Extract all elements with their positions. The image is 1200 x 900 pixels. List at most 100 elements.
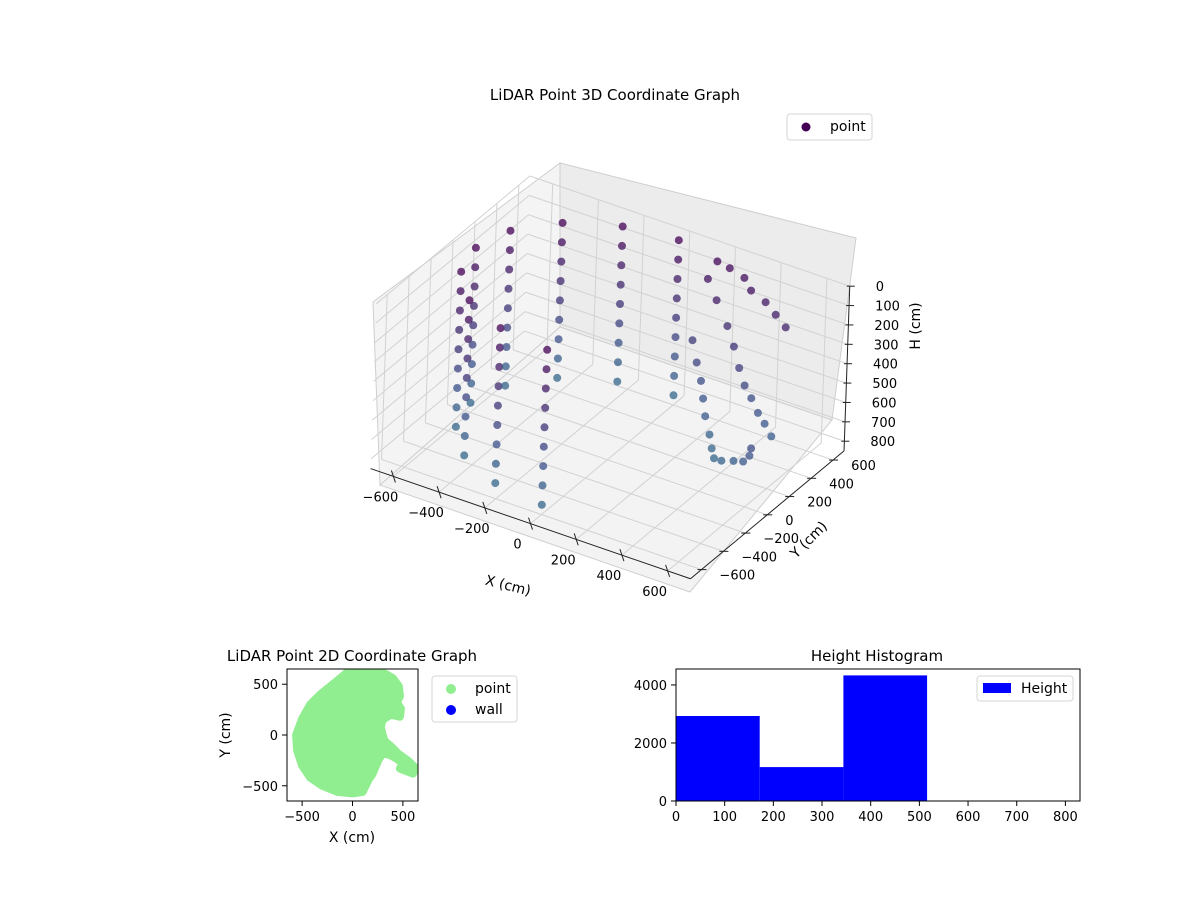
grid-line-z-right (526, 272, 847, 384)
z-tick-3d-label: 300 (874, 338, 899, 353)
x-tick-2d-label: −500 (284, 810, 320, 825)
histogram-x-tick-label: 0 (672, 810, 680, 825)
scatter-3d-point (760, 419, 769, 428)
grid-line-y-back (512, 185, 520, 350)
y-tick-3d-label: −400 (741, 550, 777, 565)
scatter-3d-point (505, 246, 514, 255)
scatter-3d-point (703, 274, 712, 283)
scatter-3d-point (557, 238, 566, 247)
scatter-3d-point (491, 479, 500, 488)
z-tick-3d-label: 200 (874, 319, 899, 334)
scatter-3d-point (723, 322, 732, 331)
grid-line-z-right (529, 194, 850, 307)
scatter-3d-point (781, 323, 790, 332)
scatter-3d-point (467, 360, 476, 369)
scatter-3d-point (455, 306, 464, 315)
scatter-3d-point (538, 481, 547, 490)
grid-line-z-left (371, 291, 527, 421)
x-tick-3d (528, 517, 533, 530)
histogram-legend: Height (976, 675, 1074, 702)
scatter-3d-point (555, 296, 564, 305)
scatter-3d-point (539, 442, 548, 451)
scatter-3d-point (618, 241, 626, 250)
grid-line-y-back (381, 294, 388, 460)
grid-line-y-floor (403, 440, 724, 552)
scatter-3d-point (717, 456, 726, 465)
scatter-3d-point (457, 267, 466, 276)
scatter-3d-point (747, 286, 756, 295)
x-tick-2d-label: 0 (348, 810, 356, 825)
histogram-bar (759, 767, 844, 801)
scatter-3d-point (504, 284, 513, 293)
grid-3d (370, 175, 850, 572)
scatter-3d-point (464, 315, 473, 324)
scatter-3d-point (453, 364, 462, 373)
y-tick-3d-label: −200 (763, 532, 799, 547)
grid-line-z-right (529, 175, 850, 287)
x-tick-3d-label: 0 (513, 538, 521, 553)
x-tick-3d (665, 564, 671, 578)
z-tick-3d-label: 700 (871, 416, 896, 431)
grid-line-x-back (592, 199, 599, 365)
scatter-3d-point (729, 456, 738, 465)
histogram-title: Height Histogram (811, 647, 943, 665)
scatter-3d-point (697, 376, 705, 385)
scatter-3d-point (540, 423, 549, 432)
scatter-3d-point (555, 315, 564, 324)
scatter-3d-point (729, 342, 738, 351)
scatter-3d-point (725, 264, 734, 273)
grid-line-x-back (774, 262, 782, 428)
scatter-3d-point (613, 377, 622, 386)
x-tick-3d (390, 470, 396, 483)
grid-line-y-back (424, 258, 432, 423)
scatter-3d-point (699, 394, 708, 403)
grid-line-z-right (527, 233, 848, 345)
x-tick-3d (573, 533, 579, 546)
legend-3d-frame (786, 113, 873, 141)
scatter-3d-point (454, 345, 463, 354)
scatter-3d-point (558, 218, 567, 227)
x-tick-2d-label: 500 (390, 810, 415, 825)
scatter-3d-point (670, 352, 679, 361)
grid-line-z-left (370, 330, 525, 460)
x-tick-3d (619, 548, 625, 562)
scatter-3d-point (493, 401, 502, 410)
z-tick-3d-label: 100 (875, 300, 900, 315)
scatter-3d-point (506, 226, 515, 235)
grid-line-x-back (820, 278, 828, 444)
scatter-3d-point (460, 451, 469, 460)
scatter-3d-point (466, 398, 475, 407)
legend-2d-point-marker (446, 684, 456, 694)
scatter-3d-point (537, 500, 546, 509)
legend-3d: point (786, 113, 873, 141)
scatter-3d-point (542, 365, 551, 374)
chart-height-histogram: Height Histogram 0 100 200 300 400 500 600 700 8… (634, 647, 1081, 825)
y-tick-2d-label: 0 (270, 729, 278, 744)
scatter-3d-point (616, 280, 625, 289)
grid-line-z-left (374, 214, 529, 343)
grid-line-z-left (373, 253, 528, 382)
legend-2d-wall-label: wall (475, 702, 503, 718)
z-axis-3d-line (843, 286, 851, 451)
scatter-3d-point (495, 362, 504, 371)
grid-line-z-left (372, 272, 527, 402)
chart-3d-scatter: LiDAR Point 3D Coordinate Graph −600 −400… (363, 86, 924, 600)
histogram-x-tick-label: 200 (761, 810, 786, 825)
point-cloud-2d (292, 669, 418, 798)
scatter-3d-point (541, 403, 550, 412)
scatter-3d-point (467, 379, 476, 388)
histogram-x-tick-label: 400 (858, 810, 883, 825)
scatter-3d-point (672, 313, 681, 322)
histogram-frame (675, 668, 1081, 802)
scatter-3d-points (451, 218, 790, 509)
scatter-3d-point (503, 304, 512, 313)
scatter-3d-point (543, 345, 552, 354)
legend-3d-marker (801, 122, 811, 132)
scatter-3d-point (553, 354, 562, 363)
scatter-3d-point (767, 432, 776, 441)
histogram-x-tick-label: 100 (712, 810, 737, 825)
scatter-3d-point (465, 296, 474, 305)
legend-2d-wall-marker (446, 705, 456, 715)
legend-2d-point-label: point (475, 681, 511, 697)
